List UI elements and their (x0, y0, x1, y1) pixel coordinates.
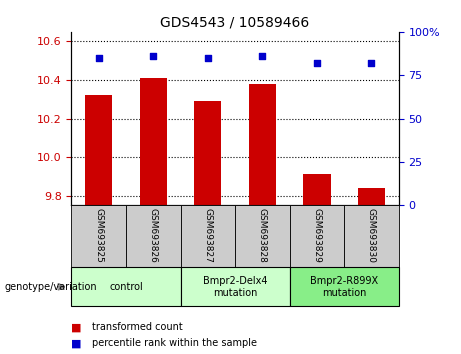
Text: ■: ■ (71, 338, 82, 348)
Text: GSM693825: GSM693825 (94, 209, 103, 263)
Text: transformed count: transformed count (92, 322, 183, 332)
Text: Bmpr2-Delx4
mutation: Bmpr2-Delx4 mutation (203, 276, 267, 298)
Bar (71, 267, 181, 306)
Text: GSM693828: GSM693828 (258, 209, 267, 263)
Text: control: control (109, 282, 143, 292)
Bar (290, 205, 344, 267)
Bar (140, 78, 167, 205)
Point (259, 53, 266, 59)
Text: genotype/variation: genotype/variation (5, 282, 97, 292)
Bar (85, 96, 112, 205)
Bar (344, 205, 399, 267)
Bar (249, 84, 276, 205)
Bar (181, 205, 235, 267)
Bar (194, 101, 221, 205)
Text: GSM693830: GSM693830 (367, 209, 376, 263)
Bar (71, 205, 126, 267)
Point (204, 55, 212, 61)
Bar (303, 175, 331, 205)
Bar (290, 267, 399, 306)
Bar (235, 205, 290, 267)
Point (95, 55, 102, 61)
Text: GSM693826: GSM693826 (149, 209, 158, 263)
Title: GDS4543 / 10589466: GDS4543 / 10589466 (160, 15, 310, 29)
Text: GSM693829: GSM693829 (313, 209, 321, 263)
Point (313, 60, 321, 66)
Bar (181, 267, 290, 306)
Point (368, 60, 375, 66)
Text: Bmpr2-R899X
mutation: Bmpr2-R899X mutation (310, 276, 378, 298)
Text: GSM693827: GSM693827 (203, 209, 213, 263)
Text: ■: ■ (71, 322, 82, 332)
Bar (126, 205, 181, 267)
Bar (358, 188, 385, 205)
Text: percentile rank within the sample: percentile rank within the sample (92, 338, 257, 348)
Point (149, 53, 157, 59)
